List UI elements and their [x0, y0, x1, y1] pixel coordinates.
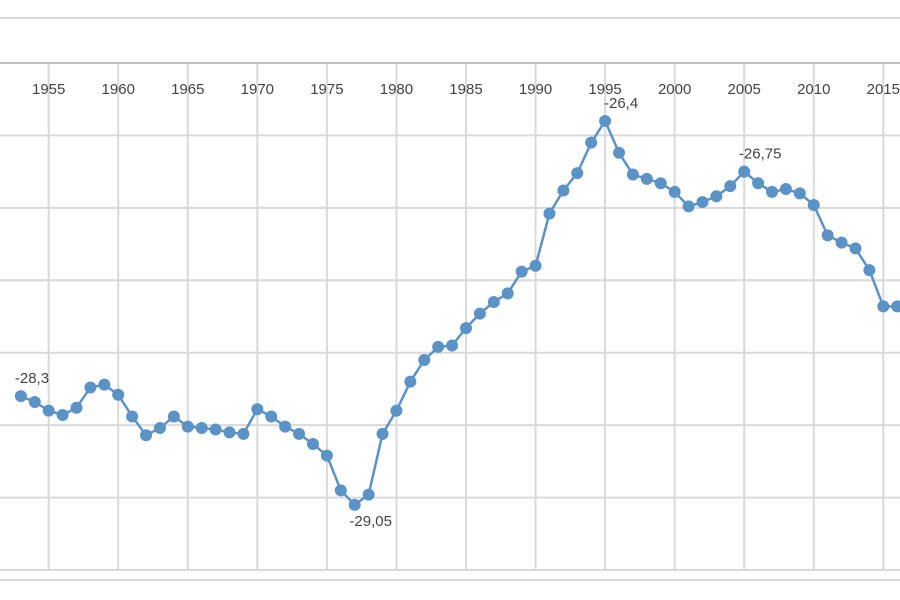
data-point — [320, 449, 333, 462]
data-point — [334, 484, 347, 497]
data-point — [112, 388, 125, 401]
data-point — [459, 322, 472, 335]
x-tick-label: 1965 — [171, 81, 204, 98]
data-point — [487, 296, 500, 309]
x-tick-label: 2010 — [797, 81, 830, 98]
data-point — [821, 229, 834, 242]
data-point — [654, 177, 667, 190]
data-point — [223, 426, 236, 439]
data-point — [571, 167, 584, 180]
x-tick-label: 1970 — [241, 81, 274, 98]
data-point — [613, 146, 626, 159]
x-tick-label: 2000 — [658, 81, 691, 98]
data-point — [863, 264, 876, 277]
data-point — [640, 172, 653, 185]
data-point — [835, 236, 848, 249]
x-tick-label: 1995 — [588, 81, 621, 98]
x-tick-label: 1960 — [102, 81, 135, 98]
data-point — [153, 422, 166, 435]
data-point — [28, 395, 41, 408]
x-tick-label: 1980 — [380, 81, 413, 98]
data-point — [404, 375, 417, 388]
data-point — [181, 420, 194, 433]
data-point — [557, 184, 570, 197]
data-point — [515, 265, 528, 278]
data-point — [710, 190, 723, 203]
data-point — [306, 437, 319, 450]
data-point — [849, 242, 862, 255]
x-tick-label: 2015 — [867, 81, 900, 98]
data-point — [766, 185, 779, 198]
data-point — [724, 180, 737, 193]
data-point — [877, 300, 890, 313]
data-point — [167, 410, 180, 423]
x-tick-label: 1990 — [519, 81, 552, 98]
data-point — [626, 168, 639, 181]
data-point — [279, 420, 292, 433]
data-point — [14, 390, 27, 403]
data-point — [98, 378, 111, 391]
data-point — [84, 381, 97, 394]
data-point — [140, 429, 153, 442]
data-point — [752, 177, 765, 190]
data-point — [682, 200, 695, 213]
data-point — [70, 401, 83, 414]
data-label: -28,3 — [15, 370, 49, 387]
data-point — [362, 488, 375, 501]
data-point — [446, 339, 459, 352]
data-point — [251, 403, 264, 416]
data-label: -29,05 — [349, 513, 392, 530]
x-tick-label: 1955 — [32, 81, 65, 98]
data-point — [585, 136, 598, 149]
data-point — [195, 422, 208, 435]
data-point — [348, 498, 361, 511]
data-point — [209, 423, 222, 436]
data-point — [738, 165, 751, 178]
data-point — [376, 427, 389, 440]
data-label: -26,75 — [739, 146, 782, 163]
data-point — [807, 198, 820, 211]
data-point — [501, 287, 514, 300]
data-point — [265, 410, 278, 423]
data-label: -26,4 — [604, 95, 638, 112]
data-point — [668, 185, 681, 198]
data-point — [599, 114, 612, 127]
data-point — [543, 207, 556, 220]
data-point — [418, 353, 431, 366]
data-point — [696, 196, 709, 209]
data-point — [56, 409, 69, 422]
x-tick-label: 2005 — [728, 81, 761, 98]
x-tick-label: 1985 — [449, 81, 482, 98]
data-point — [42, 404, 55, 417]
data-point — [390, 404, 403, 417]
data-point — [473, 307, 486, 320]
data-point — [293, 427, 306, 440]
x-tick-label: 1975 — [310, 81, 343, 98]
data-point — [793, 187, 806, 200]
data-point — [891, 300, 900, 313]
data-point — [432, 340, 445, 353]
data-point — [126, 410, 139, 423]
data-point — [237, 427, 250, 440]
series-line — [20, 118, 898, 507]
data-point — [779, 183, 792, 196]
data-point — [529, 259, 542, 272]
